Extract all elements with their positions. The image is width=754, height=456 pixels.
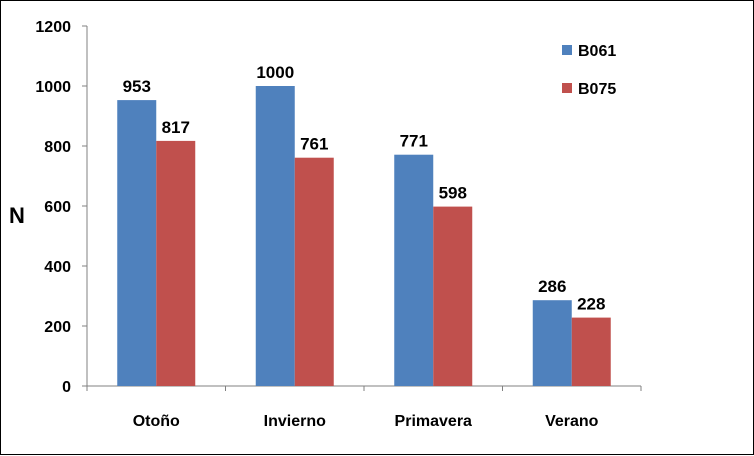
x-category-label: Primavera <box>395 413 472 430</box>
y-tick-label: 800 <box>44 139 71 156</box>
bar-b075 <box>294 157 334 386</box>
data-label: 953 <box>123 77 151 96</box>
bar-b061 <box>255 86 295 386</box>
data-label: 598 <box>439 184 467 203</box>
data-label: 1000 <box>256 63 294 82</box>
bars <box>117 86 611 386</box>
y-tick-label: 0 <box>62 379 71 396</box>
data-label: 817 <box>162 118 190 137</box>
bar-b075 <box>433 206 473 386</box>
legend-label: B061 <box>578 43 616 60</box>
bar-b061 <box>394 154 434 386</box>
bar-b061 <box>532 300 572 386</box>
data-label: 771 <box>400 132 428 151</box>
bar-b061 <box>117 100 157 386</box>
bar-b075 <box>156 140 196 386</box>
data-label: 761 <box>300 135 328 154</box>
legend-label: B075 <box>578 81 616 98</box>
y-tick-label: 200 <box>44 319 71 336</box>
legend-swatch <box>562 83 572 93</box>
data-label: 286 <box>538 277 566 296</box>
x-category-label: Invierno <box>264 413 326 430</box>
y-tick-label: 600 <box>44 199 71 216</box>
legend: B061 B075 <box>562 43 616 98</box>
axes: 0 200 400 600 800 1000 1200 N Otoño Invierno Prima… <box>9 19 642 430</box>
x-category-label: Otoño <box>133 413 180 430</box>
y-axis-title: N <box>9 203 25 228</box>
data-labels: 953 817 1000 761 771 598 286 228 <box>123 63 606 314</box>
legend-swatch <box>562 45 572 55</box>
x-category-label: Verano <box>545 413 599 430</box>
data-label: 228 <box>577 295 605 314</box>
y-tick-label: 1200 <box>35 19 71 36</box>
y-tick-label: 400 <box>44 259 71 276</box>
y-tick-label: 1000 <box>35 79 71 96</box>
bar-b075 <box>571 317 611 386</box>
